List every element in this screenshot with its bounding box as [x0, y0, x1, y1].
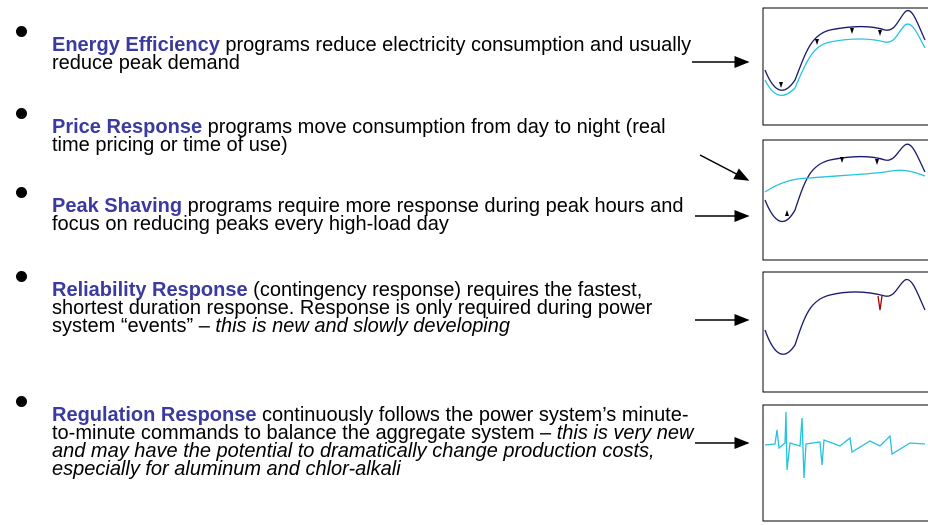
bullet-text: programs move consumption from day to ni… [52, 116, 666, 156]
arrows [692, 56, 750, 449]
bullet-dot [16, 271, 27, 282]
bullet-item: Reliability Response (contingency respon… [52, 279, 702, 337]
bullet-text: (contingency response) requires the fast… [52, 279, 653, 337]
bullet-item: Energy Efficiency programs reduce electr… [52, 34, 702, 74]
bullet-heading: Price Response [52, 116, 203, 138]
bullet-dot [16, 396, 27, 407]
bullet-heading: Peak Shaving [52, 195, 183, 217]
bullet-heading: Reliability Response [52, 279, 248, 301]
bullet-dot [16, 26, 27, 37]
load-curves [764, 9, 926, 479]
bullet-text: programs reduce electricity consumption … [52, 34, 692, 74]
plot-frames [762, 7, 928, 522]
bullet-dot [16, 108, 27, 119]
bullet-item: Regulation Response continuously follows… [52, 404, 702, 480]
bullet-dot [16, 187, 27, 198]
bullet-heading: Energy Efficiency [52, 34, 220, 56]
curve-arrows [779, 28, 882, 216]
bullet-item: Peak Shaving programs require more respo… [52, 195, 702, 235]
bullet-italic: this is new and slowly developing [215, 315, 510, 337]
bullet-item: Price Response programs move consumption… [52, 116, 702, 156]
bullet-heading: Regulation Response [52, 404, 257, 426]
bullet-text: programs require more response during pe… [52, 195, 684, 235]
bullet-italic: this is very new and may have the potent… [52, 422, 694, 480]
bullet-text: continuously follows the power system’s … [52, 404, 689, 444]
